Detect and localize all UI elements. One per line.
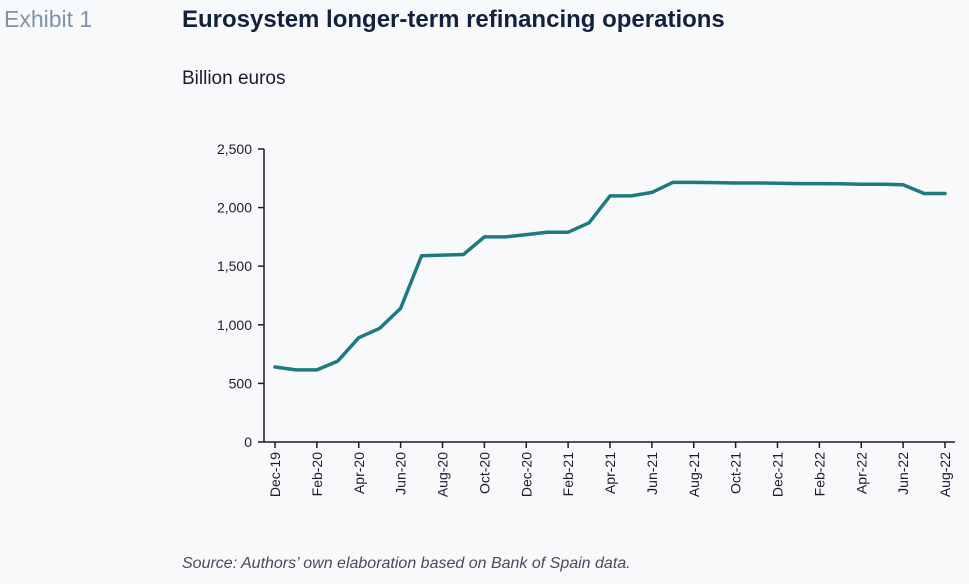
series-line — [273, 180, 947, 372]
y-tick-label: 1,000 — [217, 317, 252, 333]
x-tick-label: Apr-20 — [351, 452, 367, 494]
chart-subtitle: Billion euros — [182, 68, 286, 89]
x-tick-label: Dec-21 — [770, 452, 786, 497]
source-note: Source: Authors’ own elaboration based o… — [182, 555, 631, 572]
x-tick-label: Feb-21 — [560, 452, 576, 497]
y-tick-label: 0 — [244, 434, 252, 450]
x-tick-label: Aug-22 — [937, 452, 953, 497]
x-tick-label: Dec-20 — [518, 452, 534, 497]
y-axis: 0 500 1,000 1,500 2,000 2,500 — [217, 141, 265, 450]
x-tick-label: Feb-22 — [811, 452, 827, 497]
y-tick-label: 2,000 — [217, 200, 252, 216]
x-tick-label: Oct-21 — [728, 452, 744, 494]
y-tick-label: 1,500 — [217, 258, 252, 274]
x-axis: Dec-19 Feb-20 Apr-20 Jun-20 Aug-20 Oct-20 Dec-… — [264, 441, 955, 497]
x-tick-label: Jun-20 — [393, 452, 409, 495]
y-tick-label: 500 — [229, 375, 253, 391]
x-tick-label: Aug-20 — [435, 452, 451, 497]
chart-title: Eurosystem longer-term refinancing opera… — [182, 6, 725, 33]
y-tick-label: 2,500 — [217, 141, 252, 157]
x-tick-label: Aug-21 — [686, 452, 702, 497]
x-tick-label: Apr-21 — [602, 452, 618, 494]
x-tick-label: Jun-21 — [644, 452, 660, 495]
series-layer — [273, 180, 947, 372]
x-tick-label: Feb-20 — [309, 452, 325, 497]
x-tick-label: Oct-20 — [476, 452, 492, 494]
exhibit-label: Exhibit 1 — [4, 6, 93, 32]
x-tick-label: Jun-22 — [895, 452, 911, 495]
x-tick-label: Apr-22 — [853, 452, 869, 494]
x-tick-label: Dec-19 — [267, 452, 283, 497]
